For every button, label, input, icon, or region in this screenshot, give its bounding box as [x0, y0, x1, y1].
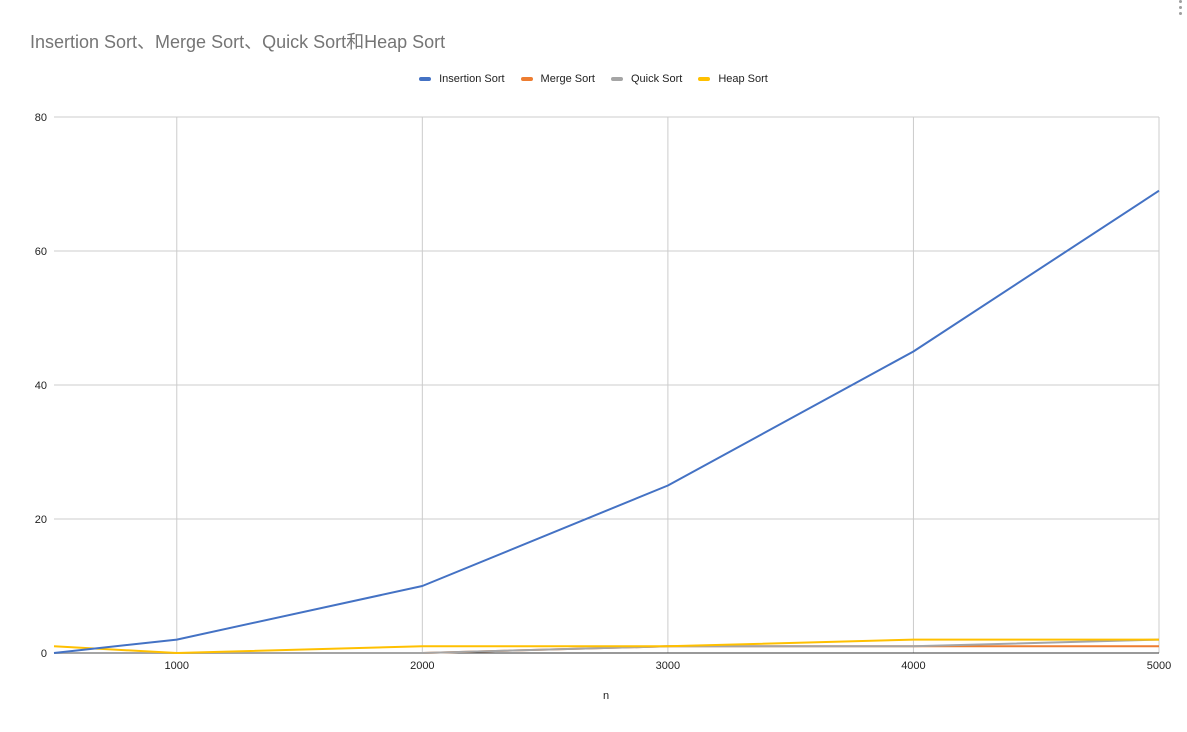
y-tick-label: 60: [35, 246, 47, 258]
legend-label: Insertion Sort: [439, 73, 505, 85]
legend-item-quick-sort[interactable]: Quick Sort: [610, 73, 683, 85]
series-line-quick-sort[interactable]: [54, 638, 1160, 654]
series-line-heap-sort[interactable]: [53, 638, 1159, 654]
series-lines: [53, 189, 1160, 654]
y-tick-label: 20: [35, 514, 47, 526]
x-tick-label: 2000: [410, 660, 434, 672]
y-tick-label: 0: [41, 648, 47, 660]
x-tick-label: 3000: [656, 660, 680, 672]
x-tick-label: 1000: [165, 660, 189, 672]
legend-item-merge-sort[interactable]: Merge Sort: [520, 73, 595, 85]
series-line-insertion-sort[interactable]: [53, 189, 1160, 654]
grid-lines: [54, 116, 1160, 654]
x-tick-label: 4000: [901, 660, 925, 672]
y-tick-labels: 0 20 40 60 80: [35, 112, 47, 660]
legend-label: Merge Sort: [540, 73, 595, 85]
chart-legend: Insertion Sort Merge Sort Quick Sort Heap S…: [0, 73, 1187, 85]
legend-swatch: [520, 77, 533, 81]
x-tick-labels: 1000 2000 3000 4000 5000: [165, 660, 1172, 672]
chart-title: Insertion Sort、Merge Sort、Quick Sort和Hea…: [30, 32, 446, 52]
more-options-icon[interactable]: [1175, 0, 1185, 16]
legend-item-insertion-sort[interactable]: Insertion Sort: [419, 73, 505, 85]
legend-label: Quick Sort: [630, 73, 683, 85]
y-tick-label: 40: [35, 380, 47, 392]
x-tick-label: 5000: [1147, 660, 1171, 672]
legend-swatch: [419, 77, 432, 81]
legend-swatch: [698, 77, 711, 81]
legend-swatch: [610, 77, 623, 81]
legend-item-heap-sort[interactable]: Heap Sort: [698, 73, 768, 85]
y-tick-label: 80: [35, 112, 47, 124]
x-axis-label: n: [603, 690, 609, 702]
legend-label: Heap Sort: [718, 73, 768, 85]
